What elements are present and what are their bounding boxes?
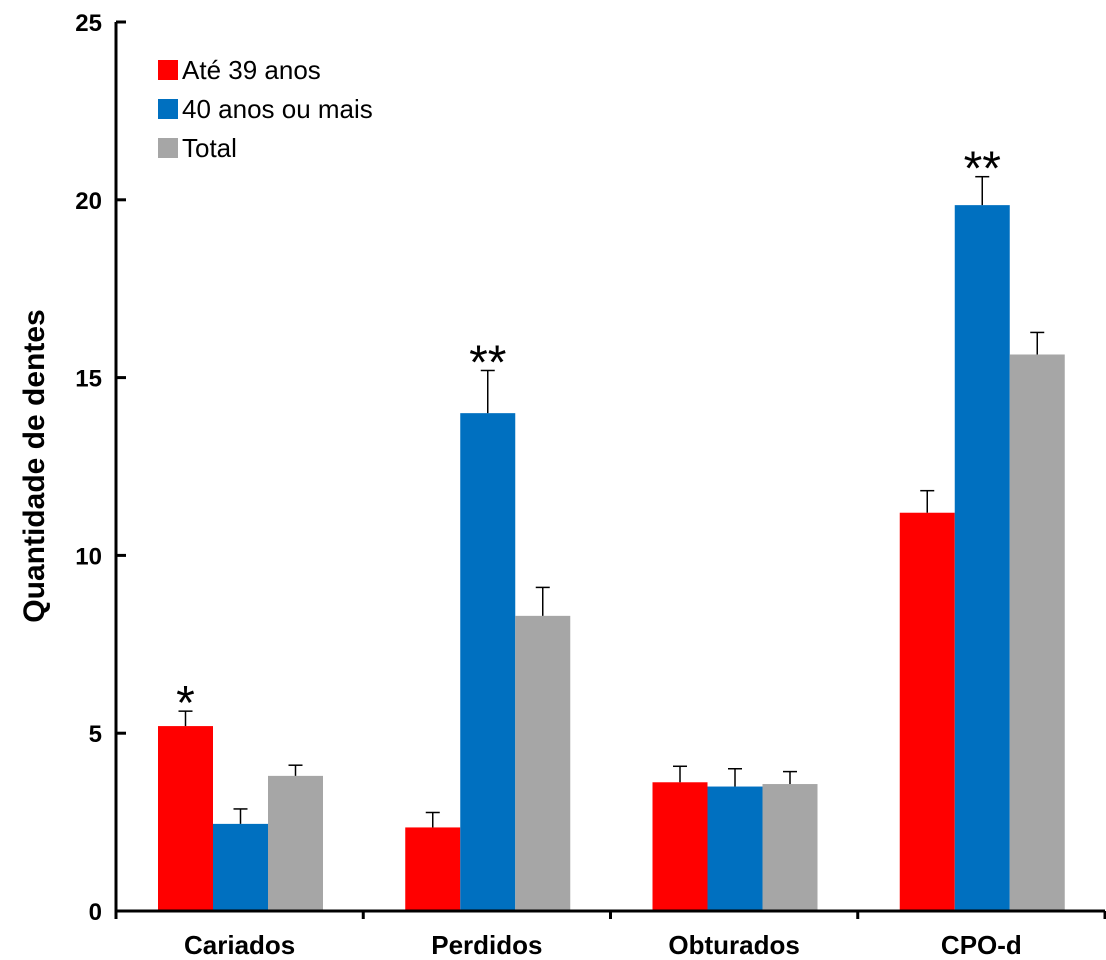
x-category-label: CPO-d <box>941 930 1022 960</box>
bar-perdidos-series-1 <box>405 827 461 911</box>
legend-swatch <box>158 60 178 80</box>
significance-marker: * <box>176 677 195 730</box>
y-tick-label: 15 <box>75 366 102 393</box>
legend-label: Até 39 anos <box>182 55 321 85</box>
bar-cariados-series-1 <box>158 726 213 911</box>
bar-cariados-series-3 <box>268 775 323 911</box>
y-tick-label: 25 <box>75 10 102 37</box>
y-axis-title: Quantidade de dentes <box>18 309 51 622</box>
bar-obturados-series-1 <box>652 782 708 911</box>
legend-label: Total <box>182 133 237 163</box>
y-tick-label: 5 <box>89 721 102 748</box>
bar-perdidos-series-2 <box>460 413 516 911</box>
legend-swatch <box>158 99 178 119</box>
bar-cpo-d-series-1 <box>899 512 955 911</box>
bar-cpo-d-series-2 <box>954 205 1010 911</box>
significance-marker: ** <box>964 143 1001 196</box>
y-tick-label: 10 <box>75 543 102 570</box>
legend-label: 40 anos ou mais <box>182 94 373 124</box>
legend: Até 39 anos 40 anos ou mais Total <box>158 55 373 163</box>
y-tick-label: 20 <box>75 188 102 215</box>
bar-obturados-series-3 <box>762 784 818 911</box>
axes-layer: 0 5 10 15 20 25 Cariados Perdidos Obturados CPO-d <box>75 10 1106 960</box>
x-category-label: Obturados <box>668 930 799 960</box>
bar-cpo-d-series-3 <box>1009 354 1065 912</box>
x-category-label: Cariados <box>184 930 295 960</box>
bar-perdidos-series-3 <box>515 615 571 911</box>
bar-obturados-series-2 <box>707 786 763 911</box>
significance-marker: ** <box>469 336 506 389</box>
legend-swatch <box>158 138 178 158</box>
bar-cariados-series-2 <box>213 823 268 911</box>
bars-layer: ***** <box>158 143 1065 912</box>
x-category-label: Perdidos <box>431 930 542 960</box>
y-tick-label: 0 <box>89 899 102 926</box>
